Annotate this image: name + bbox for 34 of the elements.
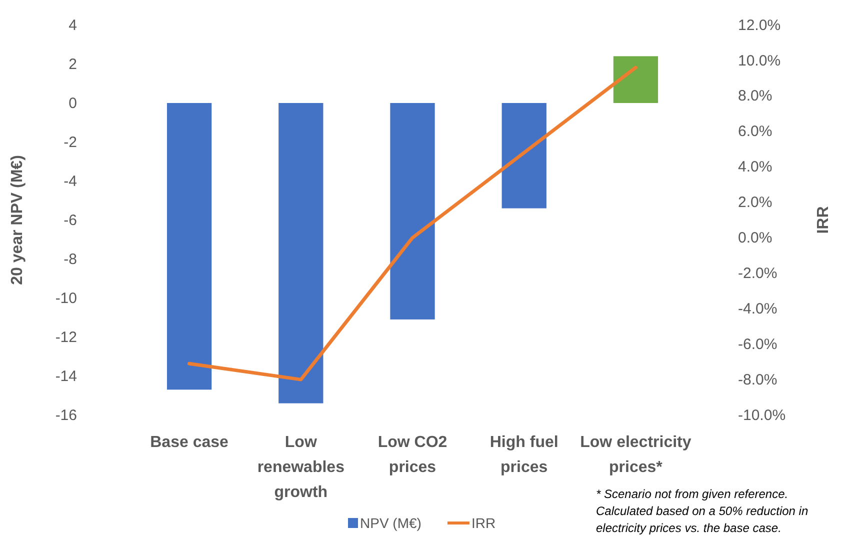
y2-tick-label: 8.0% xyxy=(738,88,772,105)
legend-label: NPV (M€) xyxy=(360,515,422,531)
y2-tick-label: -10.0% xyxy=(738,406,786,424)
y2-tick-label: -4.0% xyxy=(738,300,778,318)
y2-tick-label: 12.0% xyxy=(738,16,781,34)
y2-tick-label: 0.0% xyxy=(738,230,772,247)
y-axis-title: 20 year NPV (M€) xyxy=(9,155,26,285)
x-tick-label: Low renewables growth xyxy=(257,434,345,501)
x-tick-label: Low electricity prices* xyxy=(580,434,692,476)
y-tick-label: -14 xyxy=(55,368,77,385)
y-tick-label: -12 xyxy=(55,328,77,346)
x-tick-label: Base case xyxy=(150,434,229,451)
x-tick-label: Low CO2 prices xyxy=(378,434,448,476)
y-tick-label: -10 xyxy=(55,290,77,307)
y2-axis-title: IRR xyxy=(815,206,832,234)
y-tick-label: -2 xyxy=(64,134,77,151)
y2-tick-label: 6.0% xyxy=(738,123,772,140)
y-tick-label: 0 xyxy=(68,94,77,112)
y2-tick-label: 4.0% xyxy=(738,158,772,176)
y2-tick-label: 10.0% xyxy=(738,52,781,70)
y-tick-label: -16 xyxy=(55,406,77,424)
y2-tick-label: -8.0% xyxy=(738,371,778,388)
legend-label: IRR xyxy=(471,515,496,531)
y-tick-label: 2 xyxy=(68,56,77,73)
y-tick-label: -8 xyxy=(64,250,77,268)
y2-tick-label: -2.0% xyxy=(738,264,778,282)
y2-tick-label: 2.0% xyxy=(738,194,772,212)
text: * Scenario not from given reference. Calculated based on a 50% reduction in electricity prices vs. the base case. xyxy=(596,486,810,537)
line-series xyxy=(188,66,638,382)
x-tick-label: High fuel prices xyxy=(490,434,558,476)
y-tick-label: -4 xyxy=(64,172,77,190)
y-tick-label: 4 xyxy=(68,16,77,34)
y2-tick-label: -6.0% xyxy=(738,336,778,353)
y-tick-label: -6 xyxy=(64,212,77,229)
